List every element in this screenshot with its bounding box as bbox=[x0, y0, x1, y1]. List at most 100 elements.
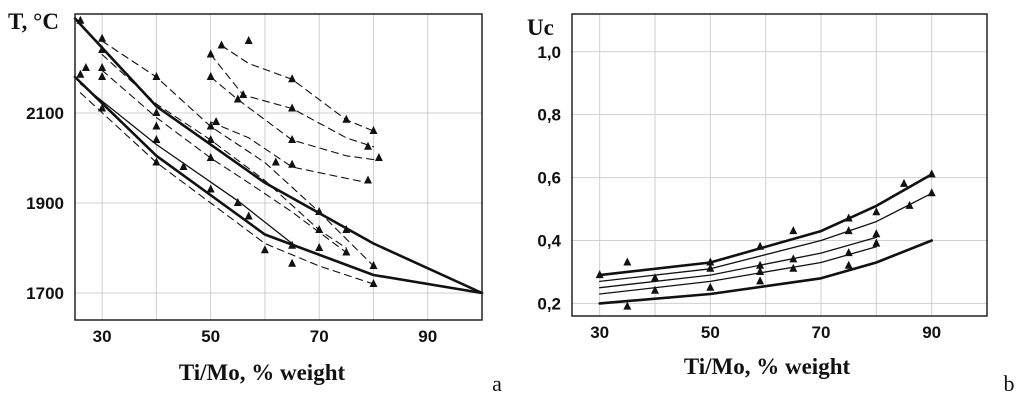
series-line-6 bbox=[101, 69, 347, 254]
series-line-5 bbox=[598, 239, 933, 305]
plot-frame bbox=[74, 13, 483, 321]
data-point-marker bbox=[872, 229, 881, 238]
data-point-marker bbox=[623, 257, 632, 266]
y-tick-label: 1,0 bbox=[537, 43, 561, 62]
data-point-marker bbox=[905, 200, 914, 209]
data-point-marker bbox=[927, 188, 936, 197]
data-point-marker bbox=[152, 157, 161, 166]
data-point-marker bbox=[756, 267, 765, 275]
data-point-marker bbox=[844, 248, 853, 257]
series-line-7 bbox=[79, 92, 375, 285]
data-point-marker bbox=[342, 114, 351, 123]
data-point-marker bbox=[706, 263, 715, 272]
y-tick-label: 1900 bbox=[26, 194, 64, 213]
data-point-marker bbox=[152, 108, 161, 116]
series-line-10 bbox=[210, 76, 380, 161]
axis-frame-b bbox=[571, 13, 988, 317]
data-point-marker bbox=[789, 254, 798, 263]
y-tick-label: 1700 bbox=[26, 284, 64, 303]
data-point-marker bbox=[212, 117, 221, 125]
data-point-marker bbox=[288, 103, 297, 112]
data-point-marker bbox=[233, 198, 242, 206]
y-axis-label-a: T, °C bbox=[8, 9, 59, 34]
data-point-marker bbox=[789, 263, 798, 272]
data-point-marker bbox=[81, 63, 90, 71]
data-point-marker bbox=[233, 94, 242, 103]
tick-labels-a: 30 50 70 90 1700 1900 2100 bbox=[26, 104, 437, 346]
data-point-marker bbox=[706, 257, 715, 266]
series-line-11 bbox=[210, 121, 369, 184]
data-point-marker bbox=[244, 211, 253, 220]
series-line-3 bbox=[599, 236, 877, 289]
data-point-marker bbox=[76, 69, 85, 78]
data-point-marker bbox=[342, 247, 351, 256]
data-point-marker bbox=[288, 258, 297, 267]
data-point-marker bbox=[789, 226, 798, 235]
data-point-marker bbox=[206, 49, 215, 58]
data-point-marker bbox=[288, 159, 297, 168]
data-point-marker bbox=[206, 121, 215, 130]
data-point-marker bbox=[756, 276, 765, 285]
data-point-marker bbox=[288, 240, 297, 249]
data-point-marker bbox=[217, 40, 226, 49]
data-point-marker bbox=[369, 279, 378, 287]
x-tick-label: 70 bbox=[310, 327, 329, 346]
grid-a bbox=[75, 14, 482, 320]
data-point-marker bbox=[844, 260, 853, 269]
data-point-marker bbox=[288, 135, 297, 143]
data-point-marker bbox=[206, 72, 215, 80]
data-point-marker bbox=[98, 103, 107, 112]
panel-label-a: a bbox=[492, 371, 502, 396]
data-point-marker bbox=[288, 74, 297, 83]
series-line-2 bbox=[599, 192, 933, 283]
data-point-marker bbox=[152, 121, 161, 130]
x-axis-label-a: Ti/Mo, % weight bbox=[179, 360, 346, 385]
data-point-marker bbox=[927, 169, 936, 178]
data-point-marker bbox=[271, 157, 280, 166]
data-point-marker bbox=[315, 225, 324, 233]
data-point-marker bbox=[315, 207, 324, 215]
data-point-marker bbox=[76, 15, 85, 24]
data-point-marker bbox=[900, 178, 908, 187]
data-point-marker bbox=[244, 36, 253, 44]
x-tick-label: 90 bbox=[922, 323, 941, 342]
data-point-marker bbox=[706, 282, 715, 291]
series-line-3 bbox=[79, 83, 293, 245]
y-tick-label: 0,4 bbox=[537, 232, 561, 251]
series-line-4 bbox=[101, 40, 375, 267]
x-tick-label: 50 bbox=[201, 327, 220, 346]
series-line-1 bbox=[598, 173, 933, 277]
data-point-marker bbox=[364, 141, 372, 150]
x-tick-label: 30 bbox=[93, 327, 112, 346]
data-point-marker bbox=[98, 63, 107, 71]
data-point-marker bbox=[872, 207, 881, 216]
y-tick-label: 0,8 bbox=[537, 106, 561, 125]
x-tick-label: 50 bbox=[701, 323, 720, 342]
data-point-marker bbox=[239, 90, 248, 98]
x-tick-label: 70 bbox=[812, 323, 831, 342]
panel-label-b: b bbox=[1004, 371, 1015, 396]
data-point-marker bbox=[374, 153, 383, 161]
data-point-marker bbox=[651, 285, 659, 294]
x-tick-label: 90 bbox=[418, 327, 437, 346]
data-point-marker bbox=[260, 245, 269, 254]
y-tick-label: 0,2 bbox=[537, 294, 561, 313]
chart-panel-b: 30 50 70 90 0,2 0,4 0,6 0,8 1,0 Uc Ti/Mo, % weig… bbox=[527, 13, 1015, 396]
data-point-marker bbox=[206, 184, 215, 193]
y-tick-label: 0,6 bbox=[537, 169, 561, 188]
data-point-marker bbox=[98, 72, 107, 80]
data-point-marker bbox=[152, 135, 161, 143]
series-line-5 bbox=[101, 53, 347, 249]
tick-labels-b: 30 50 70 90 0,2 0,4 0,6 0,8 1,0 bbox=[537, 43, 941, 342]
data-points-b bbox=[595, 169, 936, 310]
data-point-marker bbox=[342, 225, 351, 233]
data-point-marker bbox=[364, 175, 372, 184]
series-line-8 bbox=[220, 44, 375, 132]
plot-frame bbox=[571, 13, 988, 317]
data-point-marker bbox=[651, 273, 659, 282]
chart-panel-a: 30 50 70 90 1700 1900 2100 T, °C Ti/Mo, % weig… bbox=[8, 9, 502, 396]
data-point-marker bbox=[369, 126, 378, 134]
axis-frame-a bbox=[74, 13, 483, 321]
data-point-marker bbox=[152, 72, 161, 80]
data-point-marker bbox=[315, 243, 324, 251]
